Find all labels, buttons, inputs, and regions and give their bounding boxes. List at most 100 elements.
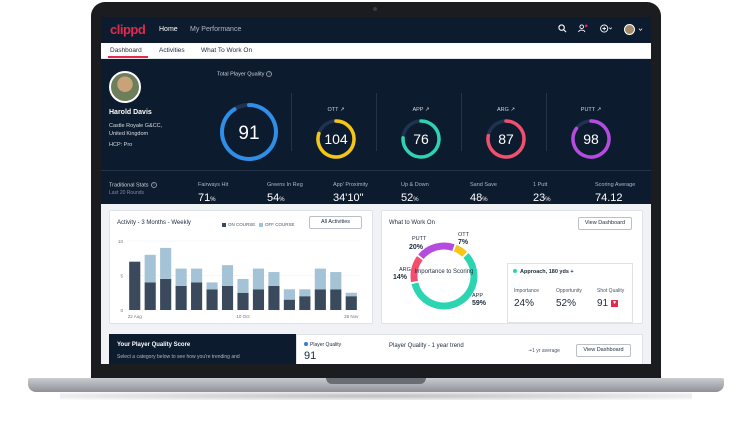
activity-bar[interactable] xyxy=(345,296,357,310)
activity-bar[interactable] xyxy=(268,285,280,310)
info-icon[interactable]: ? xyxy=(266,71,273,77)
gauge-arc xyxy=(316,119,356,159)
shot-quality-label: Shot Quality xyxy=(597,288,625,294)
info-icon[interactable]: ? xyxy=(150,182,157,188)
activity-bar[interactable] xyxy=(144,254,156,283)
add-menu-icon[interactable] xyxy=(599,24,613,36)
activity-bar[interactable] xyxy=(160,278,172,310)
activity-bar[interactable] xyxy=(283,289,295,300)
activity-bar[interactable] xyxy=(129,261,141,310)
activity-bar[interactable] xyxy=(283,299,295,310)
gauge-value[interactable]: 104 xyxy=(324,131,348,147)
camera-icon xyxy=(373,7,377,11)
activity-bar[interactable] xyxy=(237,292,249,310)
clippd-logo[interactable]: clippd xyxy=(110,22,146,37)
activity-bar[interactable] xyxy=(175,268,187,286)
laptop-shadow xyxy=(60,392,692,400)
activity-bar[interactable] xyxy=(330,272,342,290)
wtw-value-arg: 14% xyxy=(393,274,408,281)
stat-label: 1 Putt xyxy=(533,182,548,188)
activity-bar[interactable] xyxy=(175,285,187,310)
nav-my-performance[interactable]: My Performance xyxy=(190,26,242,33)
activity-bar[interactable] xyxy=(191,268,203,283)
activity-bar[interactable] xyxy=(268,272,280,286)
stat-label: App' Proximity xyxy=(333,182,368,188)
nav-home[interactable]: Home xyxy=(159,26,178,33)
gauge-value[interactable]: 98 xyxy=(583,131,599,147)
stat-value: 48% xyxy=(470,192,488,204)
profile-hcp: HCP: Pro xyxy=(109,142,133,148)
opportunity-label: Opportunity xyxy=(556,288,582,294)
stat-label: Scoring Average xyxy=(595,182,636,188)
quality-gauges: 91 104 76 87 98 xyxy=(220,103,611,161)
wtw-label-putt: PUTT xyxy=(412,236,427,242)
stat-label: Up & Down xyxy=(401,182,429,188)
wtw-detail-box[interactable] xyxy=(507,263,633,323)
user-avatar[interactable] xyxy=(624,24,635,35)
activity-bar[interactable] xyxy=(144,282,156,310)
legend-off-course: OFF COURSE xyxy=(259,222,295,227)
activity-bar[interactable] xyxy=(345,292,357,297)
profile-avatar[interactable] xyxy=(109,71,141,103)
wtw-view-dashboard-button[interactable]: View Dashboard xyxy=(578,217,632,230)
total-gauge-value[interactable]: 91 xyxy=(238,123,259,144)
search-icon[interactable] xyxy=(558,24,567,36)
opportunity-value: 52% xyxy=(556,298,577,309)
gauge-label-arg: ARG ↗ xyxy=(496,107,516,113)
activity-bar[interactable] xyxy=(299,289,311,297)
stat-value: 54% xyxy=(267,192,285,204)
wtw-label-ott: OTT xyxy=(458,232,469,238)
donut-center-label: Importance to Scoring xyxy=(414,269,474,275)
laptop-base xyxy=(28,378,724,392)
stat-value: 71% xyxy=(198,192,216,204)
laptop-notch xyxy=(326,378,426,384)
tab-activities[interactable]: Activities xyxy=(159,47,185,54)
tab-what-to-work-on[interactable]: What To Work On xyxy=(201,47,253,54)
profile-name: Harold Davis xyxy=(109,109,152,116)
sub-tabs: Dashboard Activities What To Work On xyxy=(101,43,651,59)
activity-bar[interactable] xyxy=(299,296,311,310)
activity-bar[interactable] xyxy=(314,289,326,310)
traditional-stats-label: Traditional Stats? xyxy=(109,182,157,189)
donut-slice[interactable] xyxy=(453,244,468,257)
gauge-arc xyxy=(486,119,526,159)
one-year-average-legend: ···• 1 yr average xyxy=(528,348,560,354)
activity-bar[interactable] xyxy=(221,265,234,286)
down-arrow-icon: ▼ xyxy=(611,299,619,307)
player-quality-score-panel xyxy=(109,334,296,364)
chevron-down-icon[interactable] xyxy=(638,25,643,35)
shot-quality-value: 91 ▼ xyxy=(597,298,619,309)
series-dot xyxy=(304,342,308,346)
gauge-value[interactable]: 76 xyxy=(413,131,429,147)
donut-slice[interactable] xyxy=(411,253,478,310)
player-quality-trend-title: Player Quality - 1 year trend xyxy=(389,343,464,349)
activity-bar[interactable] xyxy=(252,268,265,290)
donut-slice[interactable] xyxy=(418,242,455,260)
activity-bar[interactable] xyxy=(330,289,342,310)
legend-swatch xyxy=(259,222,263,227)
gauge-divider xyxy=(376,93,377,151)
activity-bar[interactable] xyxy=(252,289,265,310)
activity-bar[interactable] xyxy=(237,278,249,293)
gauge-value[interactable]: 87 xyxy=(498,131,514,147)
player-quality-score-sub: Select a category below to see how you'r… xyxy=(117,354,240,360)
importance-value: 24% xyxy=(514,298,535,309)
donut-slice[interactable] xyxy=(410,256,423,283)
stat-value: 34'10" xyxy=(333,192,364,204)
x-tick-label: 22 Aug xyxy=(128,314,143,319)
activity-bar[interactable] xyxy=(206,282,218,290)
tab-dashboard[interactable]: Dashboard xyxy=(110,47,142,54)
activity-bar[interactable] xyxy=(221,285,234,310)
users-icon[interactable] xyxy=(578,24,589,36)
activity-title: Activity - 3 Months - Weekly xyxy=(117,220,191,226)
activity-bar[interactable] xyxy=(314,268,326,290)
activity-bar[interactable] xyxy=(191,282,203,310)
all-activities-button[interactable]: All Activities xyxy=(309,216,362,229)
x-tick-label: 28 Nov xyxy=(344,314,359,319)
trend-view-dashboard-button[interactable]: View Dashboard xyxy=(576,344,631,357)
wtw-label-arg: ARG xyxy=(399,267,411,273)
activity-bar[interactable] xyxy=(160,247,172,279)
activity-bar[interactable] xyxy=(206,289,218,310)
legend-on-course: ON COURSE xyxy=(222,222,255,227)
player-quality-score-title: Your Player Quality Score xyxy=(117,342,191,348)
